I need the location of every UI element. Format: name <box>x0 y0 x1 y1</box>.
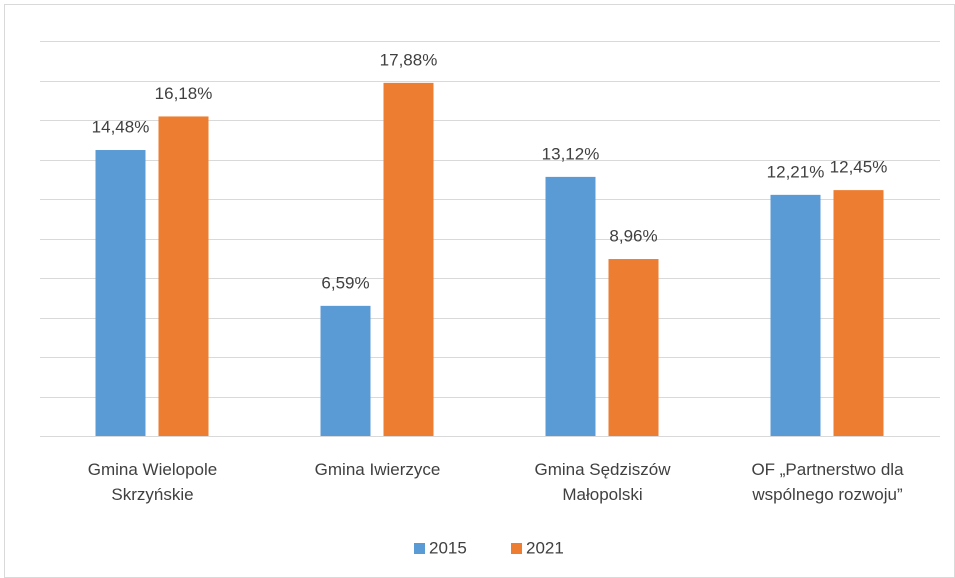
x-tick-label: Gmina Iwierzyce <box>314 460 441 479</box>
value-label: 12,21% <box>767 162 825 181</box>
bar <box>770 194 821 436</box>
bar <box>158 116 209 436</box>
value-label: 8,96% <box>609 227 657 246</box>
value-label: 17,88% <box>380 50 438 69</box>
legend-swatch <box>414 543 425 554</box>
legend-label: 2021 <box>526 538 564 557</box>
bar <box>833 190 884 436</box>
x-tick-label: OF „Partnerstwo dla wspólnego rozwoju” <box>751 460 904 504</box>
value-label: 12,45% <box>830 158 888 177</box>
value-label: 6,59% <box>321 273 369 292</box>
x-tick-label: Gmina Sędziszów Małopolski <box>534 460 671 504</box>
legend-swatch <box>511 543 522 554</box>
value-label: 16,18% <box>155 84 213 103</box>
bar <box>383 82 434 437</box>
value-label: 14,48% <box>92 118 150 137</box>
bar <box>320 305 371 436</box>
legend-label: 2015 <box>429 538 467 557</box>
x-tick-label: Gmina Wielopole Skrzyńskie <box>87 460 218 504</box>
bar <box>545 176 596 436</box>
bar <box>608 259 659 436</box>
value-label: 13,12% <box>542 144 600 163</box>
bar <box>95 150 146 436</box>
